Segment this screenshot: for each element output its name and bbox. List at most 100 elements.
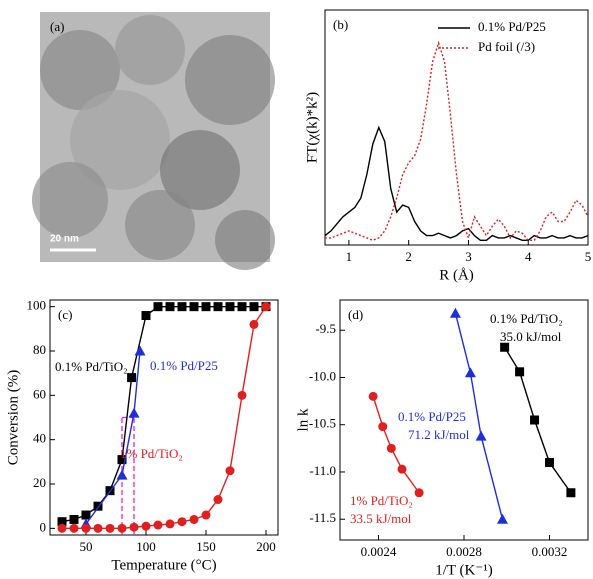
x-tick-label: 0.0024 — [361, 544, 397, 559]
marker — [249, 302, 259, 312]
x-axis-label: 1/T (K⁻¹) — [435, 562, 493, 578]
x-axis-label: R (Å) — [439, 267, 474, 283]
marker — [237, 302, 247, 312]
x-axis-label: Temperature (°C) — [111, 557, 216, 573]
annotation: 1% Pd/TiO₂ — [350, 493, 413, 508]
marker — [134, 345, 146, 356]
marker — [141, 521, 151, 531]
y-tick-label: -11.5 — [309, 510, 336, 525]
marker — [237, 390, 247, 400]
marker — [93, 501, 103, 511]
series-label: 0.1% Pd/TiO₂ — [55, 359, 128, 374]
particle — [160, 130, 240, 210]
particle — [125, 190, 195, 260]
annotation: 35.0 kJ/mol — [500, 329, 562, 344]
marker — [530, 415, 540, 425]
y-tick-label: 40 — [33, 431, 46, 446]
marker — [261, 302, 271, 312]
particle — [40, 30, 120, 110]
marker — [153, 520, 163, 530]
x-tick-label: 3 — [465, 249, 472, 264]
marker — [201, 302, 211, 312]
legend-label: 0.1% Pd/P25 — [478, 19, 546, 34]
marker — [397, 464, 407, 474]
marker — [378, 422, 388, 432]
x-tick-label: 100 — [136, 539, 156, 554]
marker — [141, 311, 151, 321]
marker — [225, 466, 235, 476]
particle — [32, 162, 108, 238]
marker — [165, 302, 175, 312]
x-tick-label: 0.0032 — [532, 544, 568, 559]
x-tick-label: 4 — [525, 249, 532, 264]
marker — [515, 367, 525, 377]
marker — [177, 302, 187, 312]
marker — [500, 342, 510, 352]
marker — [189, 302, 199, 312]
x-tick-label: 5 — [585, 249, 592, 264]
marker — [69, 514, 79, 524]
marker — [213, 302, 223, 312]
x-tick-label: 50 — [80, 539, 93, 554]
series-line — [62, 306, 267, 530]
y-tick-label: 0 — [40, 519, 47, 534]
particle — [185, 35, 275, 125]
panel-label: (d) — [348, 307, 363, 322]
marker — [545, 458, 555, 468]
marker — [117, 523, 127, 533]
y-tick-label: -10.5 — [309, 416, 336, 431]
y-tick-label: 20 — [33, 475, 46, 490]
marker — [153, 302, 163, 312]
marker — [128, 407, 140, 418]
marker — [105, 523, 115, 533]
marker — [165, 519, 175, 529]
marker — [189, 514, 199, 524]
y-tick-label: 100 — [27, 298, 47, 313]
marker — [566, 488, 576, 498]
marker — [225, 302, 235, 312]
series-label: 0.1% Pd/P25 — [150, 358, 218, 373]
marker — [213, 495, 223, 505]
y-axis-label: FT(χ(k)*k²) — [304, 92, 320, 163]
y-tick-label: -9.5 — [315, 321, 336, 336]
marker — [475, 430, 487, 441]
marker — [116, 469, 128, 480]
marker — [69, 523, 79, 533]
y-tick-label: -11.0 — [309, 463, 336, 478]
series-line — [61, 305, 266, 523]
series-line — [85, 350, 141, 525]
marker — [449, 307, 461, 318]
marker — [81, 523, 91, 533]
marker — [496, 513, 508, 524]
annotation: 0.1% Pd/P25 — [398, 409, 466, 424]
marker — [249, 319, 259, 329]
marker — [57, 517, 67, 527]
marker — [81, 510, 91, 520]
x-tick-label: 0.0028 — [446, 544, 482, 559]
particle — [115, 15, 185, 85]
series-line — [325, 40, 589, 242]
y-tick-label: 80 — [33, 342, 46, 357]
annotation: 33.5 kJ/mol — [350, 511, 412, 526]
annotation: 0.1% Pd/TiO₂ — [490, 311, 563, 326]
y-axis-label: Conversion (%) — [5, 370, 21, 465]
particle — [70, 90, 170, 190]
marker — [386, 443, 396, 453]
particle — [215, 210, 275, 270]
marker — [177, 517, 187, 527]
y-tick-label: -10.0 — [309, 368, 336, 383]
plot-frame — [49, 299, 279, 536]
x-tick-label: 1 — [346, 249, 353, 264]
x-tick-label: 150 — [196, 539, 216, 554]
y-tick-label: 60 — [33, 386, 46, 401]
y-axis-label: ln k — [295, 408, 311, 431]
marker — [464, 367, 476, 378]
marker — [57, 523, 67, 533]
annotation: 71.2 kJ/mol — [408, 427, 470, 442]
panel-label: (a) — [50, 19, 64, 34]
panel-label: (c) — [58, 307, 72, 322]
marker — [117, 455, 127, 465]
series-line — [454, 313, 504, 520]
marker — [368, 391, 378, 401]
